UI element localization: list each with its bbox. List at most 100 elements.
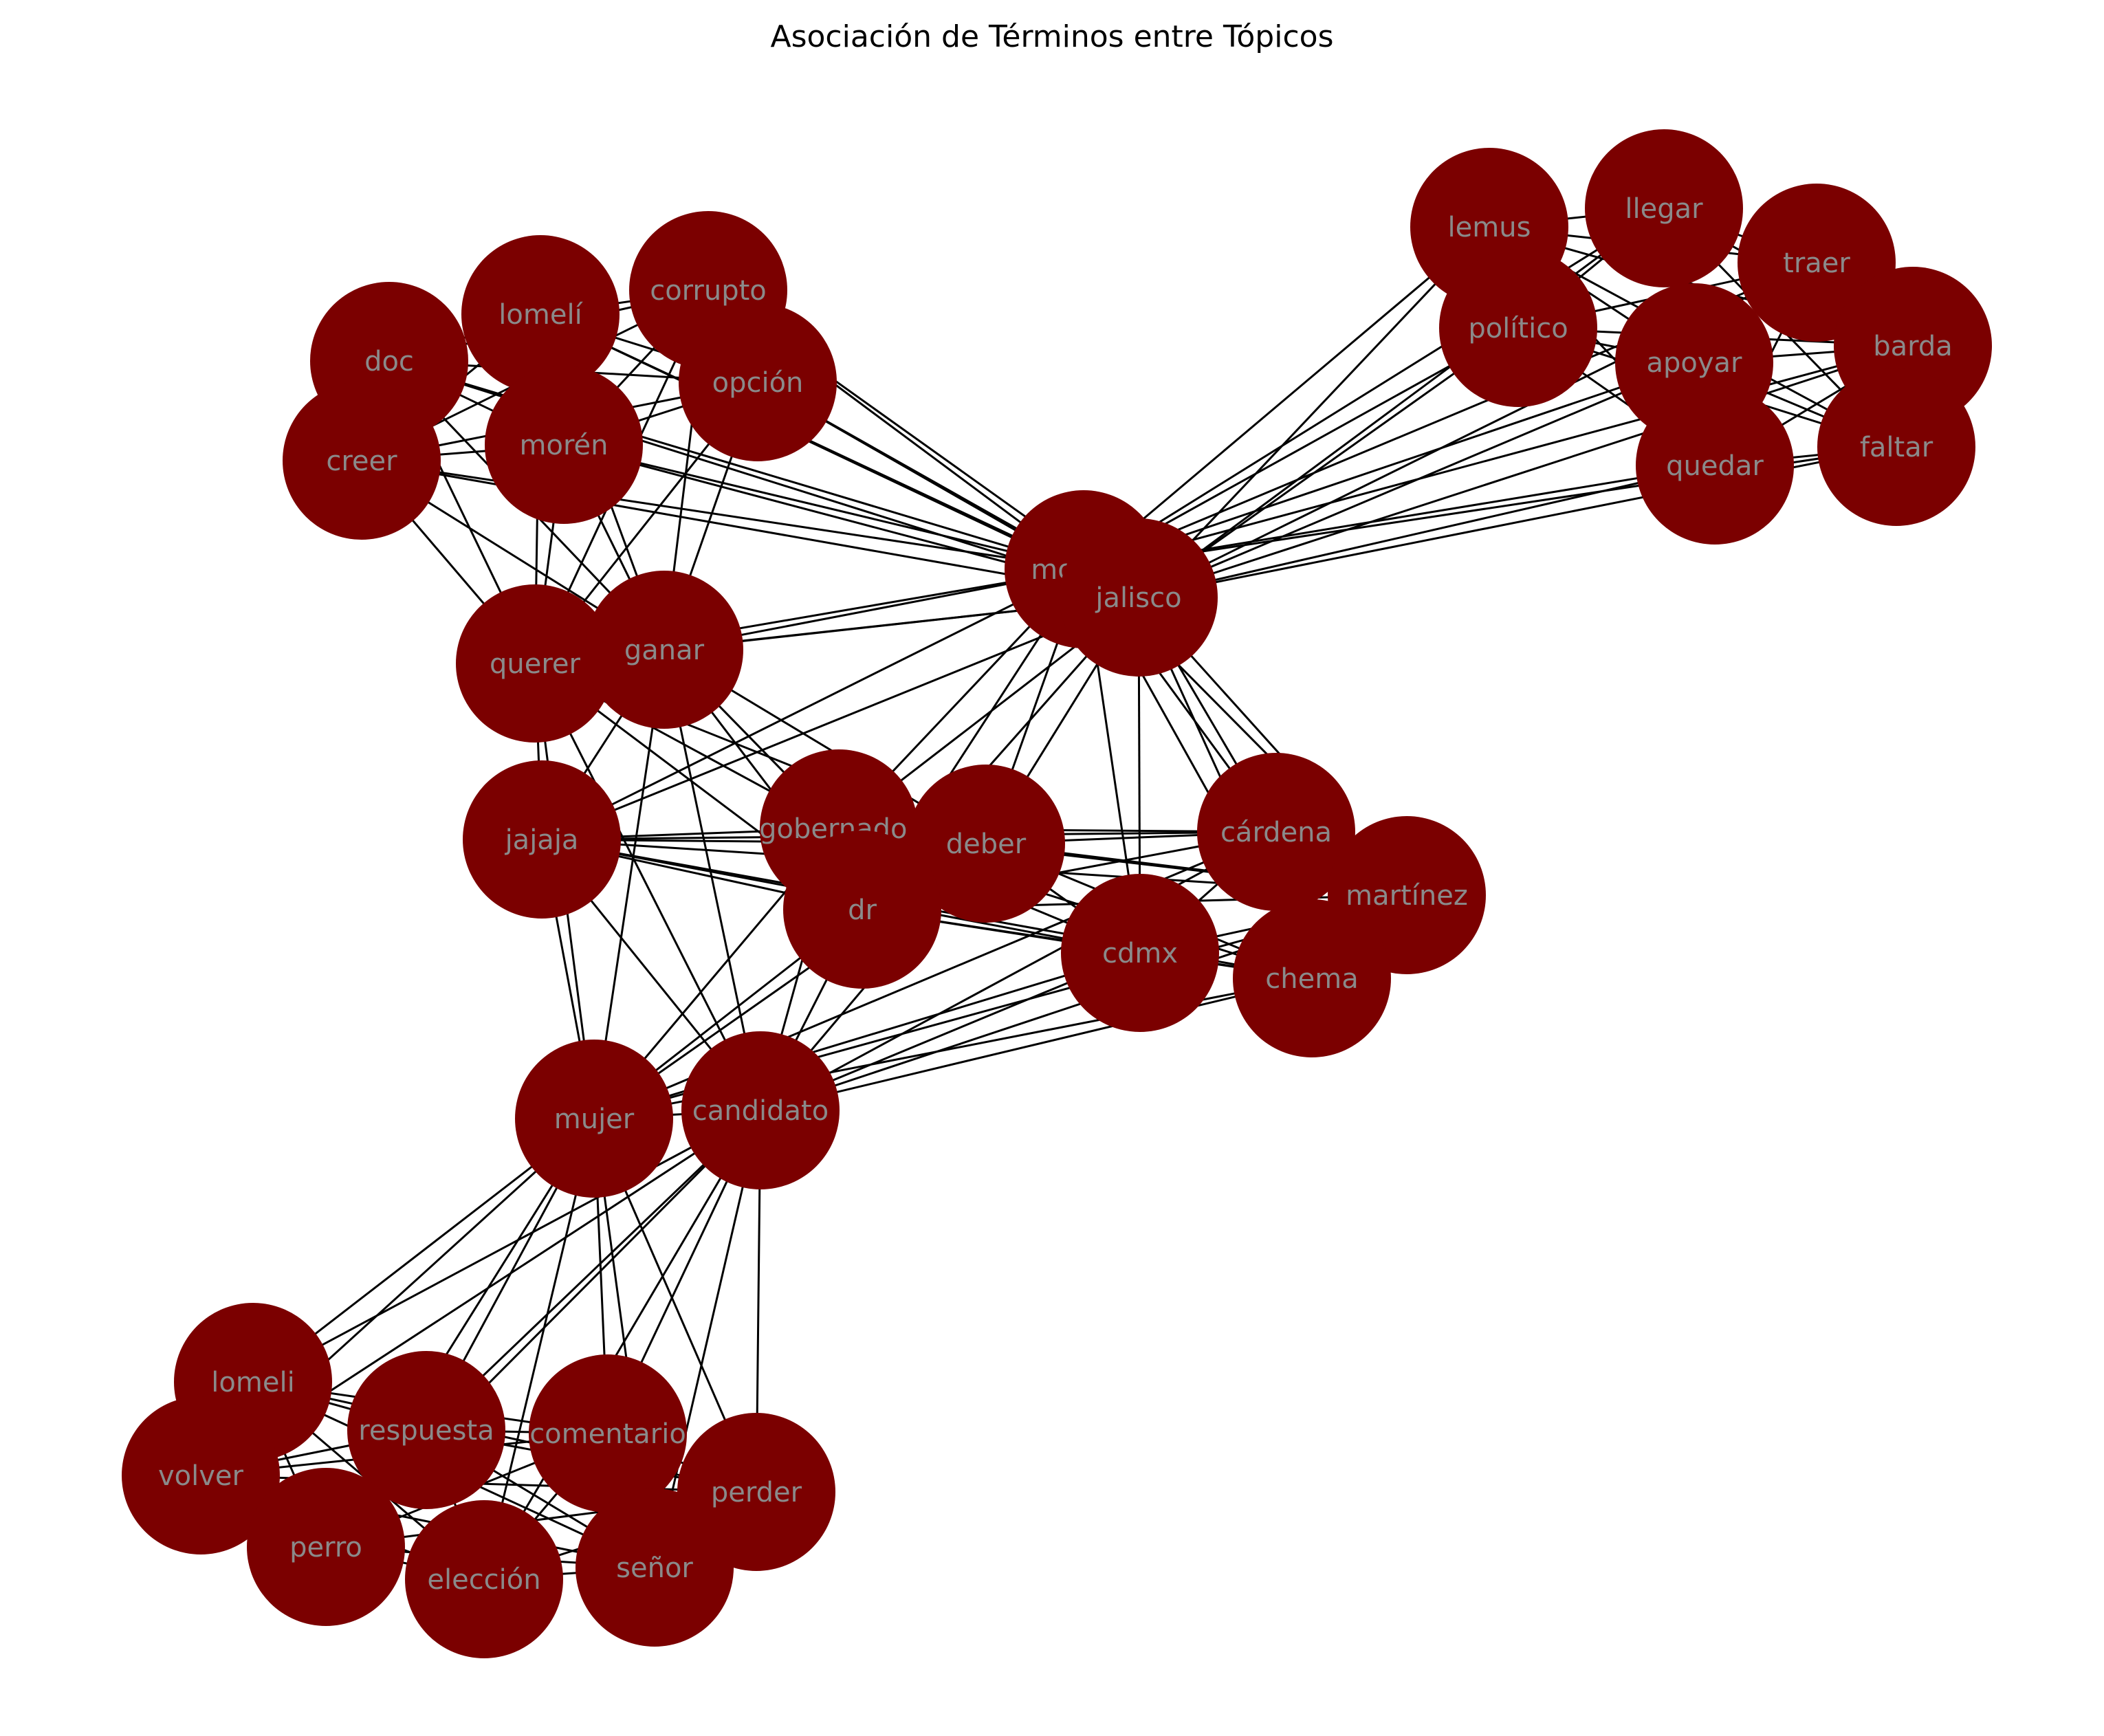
node-label-querer: querer (490, 648, 581, 680)
node-circle-candidato (681, 1031, 840, 1189)
node-ganar: ganar (585, 571, 743, 729)
node-label-doc: doc (364, 346, 414, 377)
node-label-eleccion: elección (427, 1564, 540, 1596)
node-senor: señor (576, 1488, 734, 1647)
node-label-cdmx: cdmx (1102, 938, 1178, 969)
node-label-jajaja: jajaja (505, 824, 579, 856)
edge-candidato-cardena (760, 831, 1277, 1112)
edge-candidato-eleccion (483, 1110, 762, 1580)
node-circle-opcion (679, 303, 837, 461)
node-label-chema: chema (1265, 963, 1358, 995)
node-label-corrupto: corrupto (650, 275, 767, 307)
edge-morena-barda (1083, 344, 1914, 571)
node-deber: deber (907, 765, 1065, 923)
node-circle-faltar (1817, 368, 1975, 526)
node-politico: político (1439, 249, 1597, 407)
node-opcion: opción (679, 303, 837, 461)
node-circle-jajaja (463, 760, 621, 919)
edge-candidato-chema (760, 977, 1313, 1112)
node-dr: dr (783, 831, 941, 989)
node-label-barda: barda (1873, 331, 1953, 362)
node-circle-politico (1439, 249, 1597, 407)
node-circle-senor (576, 1488, 734, 1647)
chart-title: Asociación de Términos entre Tópicos (770, 19, 1333, 54)
node-circle-deber (907, 765, 1065, 923)
node-circle-cdmx (1061, 874, 1219, 1032)
node-circle-chema (1233, 899, 1391, 1057)
node-comentario: comentario (529, 1354, 687, 1513)
node-eleccion: elección (405, 1500, 563, 1658)
node-faltar: faltar (1817, 368, 1975, 526)
node-label-senor: señor (616, 1552, 693, 1584)
node-circle-perro (247, 1468, 405, 1626)
node-candidato: candidato (681, 1031, 840, 1189)
node-cdmx: cdmx (1061, 874, 1219, 1032)
node-circle-mujer (515, 1040, 673, 1198)
node-circle-querer (456, 584, 614, 743)
node-label-politico: político (1468, 313, 1568, 344)
node-circle-cardena (1197, 753, 1355, 911)
node-cardena: cárdena (1197, 753, 1355, 911)
node-label-moren: morén (520, 430, 609, 461)
node-label-candidato: candidato (692, 1095, 829, 1127)
edge-jalisco-apoyar (1138, 361, 1695, 599)
node-label-deber: deber (946, 828, 1027, 860)
node-label-comentario: comentario (529, 1418, 686, 1450)
node-label-opcion: opción (712, 367, 804, 399)
node-circle-volver (122, 1396, 280, 1554)
node-lomeli_acc: lomelí (461, 235, 620, 393)
node-label-mujer: mujer (554, 1103, 635, 1135)
node-circle-ganar (585, 571, 743, 729)
node-llegar: llegar (1585, 129, 1743, 287)
node-jalisco: jalisco (1060, 518, 1218, 677)
edge-morena-creer (361, 459, 1084, 571)
node-label-lomeli: lomeli (211, 1367, 294, 1398)
node-label-jalisco: jalisco (1095, 582, 1181, 614)
node-label-faltar: faltar (1860, 432, 1933, 463)
nodes-layer: doc lomelí corrupto opción creer morén querer g… (122, 129, 1992, 1658)
node-label-apoyar: apoyar (1646, 347, 1742, 379)
edge-candidato-lomeli (252, 1109, 761, 1383)
node-label-perro: perro (289, 1532, 362, 1563)
node-circle-llegar (1585, 129, 1743, 287)
edge-morena-moren (563, 443, 1084, 571)
node-circle-dr (783, 831, 941, 989)
node-circle-lomeli_acc (461, 235, 620, 393)
node-label-volver: volver (158, 1460, 244, 1492)
node-label-traer: traer (1783, 248, 1850, 279)
edge-morena-lemus (1083, 226, 1490, 571)
node-circle-quedar (1636, 386, 1794, 545)
node-jajaja: jajaja (463, 760, 621, 919)
node-circle-moren (485, 366, 643, 524)
node-moren: morén (485, 366, 643, 524)
node-chema: chema (1233, 899, 1391, 1057)
node-label-dr: dr (848, 894, 877, 926)
node-circle-respuesta (347, 1351, 505, 1509)
node-quedar: quedar (1636, 386, 1794, 545)
node-label-lemus: lemus (1448, 212, 1531, 243)
node-circle-eleccion (405, 1500, 563, 1658)
node-circle-comentario (529, 1354, 687, 1513)
node-label-ganar: ganar (624, 635, 705, 666)
node-perro: perro (247, 1468, 405, 1626)
node-respuesta: respuesta (347, 1351, 505, 1509)
node-label-respuesta: respuesta (358, 1415, 494, 1447)
node-label-perder: perder (711, 1477, 802, 1508)
node-label-quedar: quedar (1666, 450, 1764, 482)
edge-morena-llegar (1083, 207, 1665, 571)
node-label-cardena: cárdena (1220, 817, 1332, 848)
edge-candidato-querer (534, 663, 762, 1111)
node-label-lomeli_acc: lomelí (498, 299, 583, 331)
node-circle-jalisco (1060, 518, 1218, 677)
node-label-creer: creer (326, 446, 397, 477)
node-querer: querer (456, 584, 614, 743)
edge-jalisco-lemus (1137, 226, 1491, 599)
node-mujer: mujer (515, 1040, 673, 1198)
edge-jalisco-llegar (1138, 207, 1665, 599)
node-volver: volver (122, 1396, 280, 1554)
node-label-martinez: martínez (1346, 880, 1468, 912)
node-creer: creer (283, 382, 441, 540)
node-circle-creer (283, 382, 441, 540)
edge-jalisco-barda (1138, 344, 1914, 599)
